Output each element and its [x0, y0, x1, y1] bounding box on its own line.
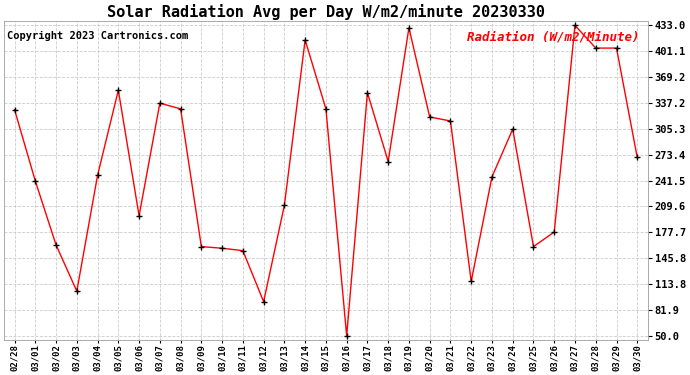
Text: Radiation (W/m2/Minute): Radiation (W/m2/Minute): [467, 31, 640, 44]
Text: Copyright 2023 Cartronics.com: Copyright 2023 Cartronics.com: [8, 31, 188, 41]
Title: Solar Radiation Avg per Day W/m2/minute 20230330: Solar Radiation Avg per Day W/m2/minute …: [107, 4, 545, 20]
